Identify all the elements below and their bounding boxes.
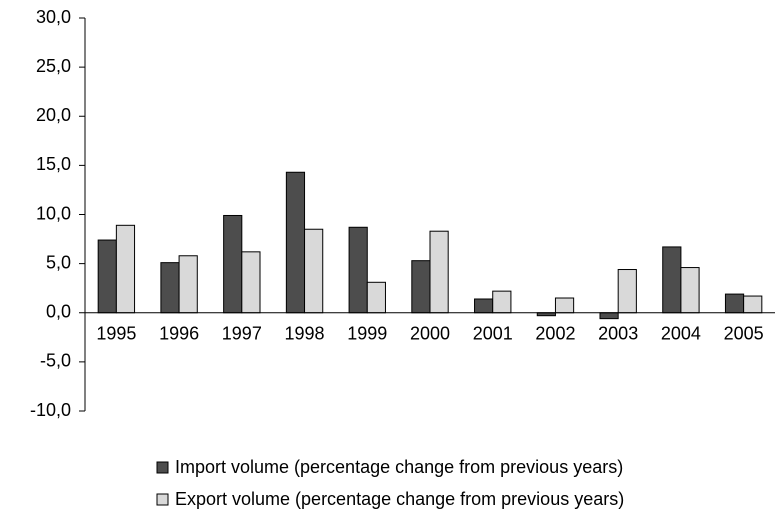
bar [241, 251, 261, 314]
y-tick-label: 15,0 [36, 154, 71, 174]
y-tick-label: 20,0 [36, 105, 71, 125]
bar [492, 290, 512, 314]
legend-label: Export volume (percentage change from pr… [175, 489, 624, 509]
bar [366, 281, 386, 314]
bar [160, 262, 180, 314]
bar [115, 224, 136, 314]
bar [411, 260, 431, 314]
y-tick-label: 25,0 [36, 56, 71, 76]
bar [724, 293, 745, 314]
x-tick-label: 1999 [347, 324, 387, 344]
bar [223, 214, 243, 314]
x-tick-label: 2005 [724, 324, 764, 344]
bar [178, 255, 198, 314]
x-tick-label: 2004 [661, 324, 701, 344]
bar [617, 269, 637, 314]
bar [743, 295, 763, 314]
bar [429, 230, 449, 314]
x-tick-label: 1997 [222, 324, 262, 344]
x-tick-label: 1996 [159, 324, 199, 344]
y-tick-label: -5,0 [40, 351, 71, 371]
bar [599, 312, 619, 320]
x-tick-label: 2000 [410, 324, 450, 344]
bar [474, 298, 494, 314]
bar [554, 297, 575, 314]
x-tick-label: 2001 [473, 324, 513, 344]
legend-swatch [156, 493, 169, 506]
y-tick-label: 10,0 [36, 203, 71, 223]
bar [285, 171, 306, 314]
x-tick-label: 2003 [598, 324, 638, 344]
y-tick-label: 30,0 [36, 7, 71, 27]
bar [680, 267, 700, 314]
bar [97, 239, 117, 314]
bar [662, 246, 682, 314]
x-tick-label: 1998 [285, 324, 325, 344]
bar [348, 226, 368, 314]
y-tick-label: -10,0 [30, 400, 71, 420]
y-tick-label: 0,0 [46, 302, 71, 322]
legend-label: Import volume (percentage change from pr… [175, 457, 623, 477]
legend-swatch [156, 461, 169, 474]
x-tick-label: 2002 [535, 324, 575, 344]
x-tick-label: 1995 [96, 324, 136, 344]
bar [304, 228, 324, 314]
y-tick-label: 5,0 [46, 252, 71, 272]
